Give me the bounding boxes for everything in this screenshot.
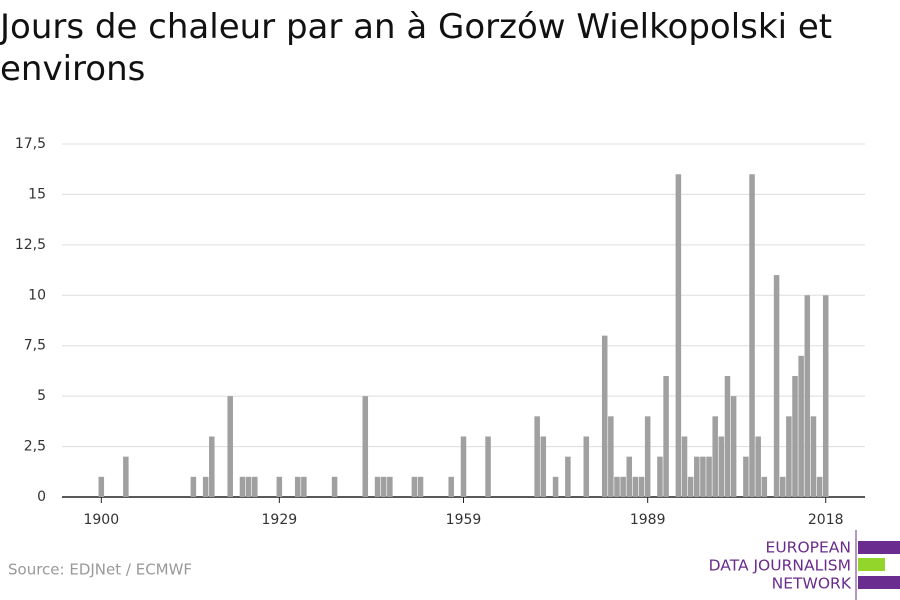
bar — [417, 476, 424, 497]
bar — [614, 476, 620, 497]
logo-bar — [858, 558, 885, 571]
bar — [552, 476, 559, 497]
bar — [540, 436, 547, 497]
bar — [331, 476, 338, 497]
y-tick-label: 7,5 — [24, 338, 46, 354]
bar — [779, 476, 786, 497]
bar — [638, 476, 645, 497]
bar — [485, 436, 491, 497]
bar — [644, 416, 651, 497]
bar — [626, 456, 633, 497]
logo-text: EUROPEAN — [766, 539, 851, 557]
bar — [380, 476, 387, 497]
bar — [620, 476, 626, 497]
bar — [362, 396, 369, 497]
logo-text: NETWORK — [772, 575, 852, 593]
bar — [700, 456, 706, 497]
bar — [663, 375, 669, 497]
bar — [749, 174, 755, 497]
logo-text: DATA JOURNALISM — [709, 557, 851, 575]
bar — [761, 476, 768, 497]
bar — [301, 476, 307, 497]
bar — [694, 456, 700, 497]
chart-title: Jours de chaleur par an à Gorzów Wielkop… — [0, 7, 833, 89]
source: Source: EDJNet / ECMWF — [8, 561, 192, 579]
y-tick-label: 10 — [28, 287, 46, 303]
bar — [730, 396, 737, 497]
x-tick-label: 1959 — [446, 512, 482, 528]
y-tick-label: 17,5 — [15, 136, 46, 152]
bar — [448, 476, 454, 497]
bar — [822, 295, 829, 497]
bar — [252, 476, 258, 497]
bar — [804, 295, 811, 497]
bar — [816, 476, 823, 497]
bar — [773, 275, 780, 497]
x-tick-label: 1989 — [630, 512, 666, 528]
bar — [294, 476, 301, 497]
bar — [786, 416, 792, 497]
y-tick-label: 0 — [37, 489, 46, 505]
bar — [565, 456, 571, 497]
bar — [123, 456, 129, 497]
bar — [190, 476, 197, 497]
y-tick-label: 12,5 — [15, 237, 46, 253]
y-tick-label: 15 — [28, 186, 46, 202]
bar — [608, 416, 614, 497]
bar — [245, 476, 252, 497]
bar — [681, 436, 688, 497]
logo-bar — [858, 541, 900, 554]
bar — [810, 416, 817, 497]
bar — [712, 416, 718, 497]
y-tick-label: 5 — [37, 388, 46, 404]
bar — [675, 174, 682, 497]
bar — [632, 476, 639, 497]
bar — [792, 375, 798, 497]
bar — [798, 355, 804, 497]
bar — [209, 436, 215, 497]
x-tick-label: 1900 — [83, 512, 119, 528]
bar — [239, 476, 246, 497]
bar — [202, 476, 209, 497]
bar — [98, 476, 105, 497]
bar — [374, 476, 381, 497]
y-tick-label: 2,5 — [24, 439, 46, 455]
bar — [743, 456, 749, 497]
bar — [227, 396, 233, 497]
bar — [718, 436, 725, 497]
bar — [411, 476, 418, 497]
bar — [534, 416, 540, 497]
logo-bar — [858, 576, 900, 589]
bar — [583, 436, 590, 497]
bar — [724, 375, 731, 497]
x-tick-label: 2018 — [808, 512, 844, 528]
bar — [387, 476, 393, 497]
bar — [687, 476, 694, 497]
bar — [706, 456, 712, 497]
bar — [460, 436, 467, 497]
bar — [276, 476, 283, 497]
bar — [601, 335, 608, 497]
x-tick-label: 1929 — [262, 512, 298, 528]
bar — [755, 436, 761, 497]
bar — [657, 456, 663, 497]
